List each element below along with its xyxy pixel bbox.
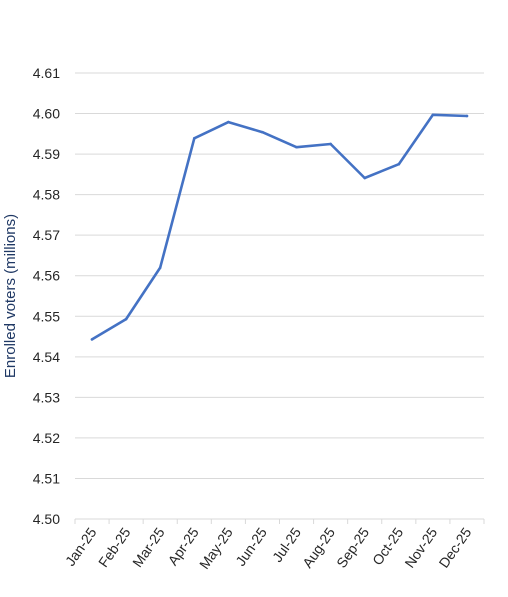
data-point <box>465 114 469 118</box>
data-point <box>397 162 401 166</box>
x-tick-label: Jan-25 <box>62 524 100 568</box>
y-tick-label: 4.54 <box>33 349 60 365</box>
data-point <box>192 136 196 140</box>
y-axis-ticks: 4.50 4.51 4.52 4.53 4.54 4.55 4.56 4.57 4.58 4.59… <box>33 65 60 527</box>
y-tick-label: 4.51 <box>33 470 60 486</box>
data-point <box>158 266 162 269</box>
x-tick-label: Aug-25 <box>299 524 338 570</box>
y-tick-label: 4.55 <box>33 308 60 324</box>
x-tick-label: Jul-25 <box>269 524 304 565</box>
y-tick-label: 4.56 <box>33 268 60 284</box>
data-point <box>363 176 367 180</box>
data-point <box>261 130 264 134</box>
data-point <box>329 142 332 146</box>
x-tick-label: Sep-25 <box>333 524 372 570</box>
data-point <box>124 317 128 321</box>
y-tick-label: 4.50 <box>33 511 60 527</box>
data-point <box>431 113 435 117</box>
series-layer <box>90 113 469 341</box>
series-line <box>90 113 469 341</box>
y-tick-label: 4.52 <box>33 430 60 446</box>
y-tick-label: 4.61 <box>33 65 60 81</box>
data-point <box>295 145 298 149</box>
x-tick-label: Nov-25 <box>401 524 440 570</box>
data-point <box>227 120 230 124</box>
y-tick-label: 4.57 <box>33 227 60 243</box>
x-tick-label: Jun-25 <box>232 524 270 568</box>
y-tick-label: 4.58 <box>33 187 60 203</box>
x-axis-tick-marks <box>74 519 485 524</box>
y-tick-label: 4.53 <box>33 389 60 405</box>
y-axis-title: Enrolled voters (millions) <box>2 214 19 378</box>
x-tick-label: Feb-25 <box>95 524 134 570</box>
y-tick-label: 4.59 <box>33 146 60 162</box>
x-tick-label: May-25 <box>196 524 236 572</box>
x-tick-label: Dec-25 <box>435 524 474 570</box>
y-tick-label: 4.60 <box>33 106 60 122</box>
gridlines <box>75 72 484 479</box>
x-tick-label: Mar-25 <box>129 524 168 570</box>
data-point <box>90 338 94 341</box>
